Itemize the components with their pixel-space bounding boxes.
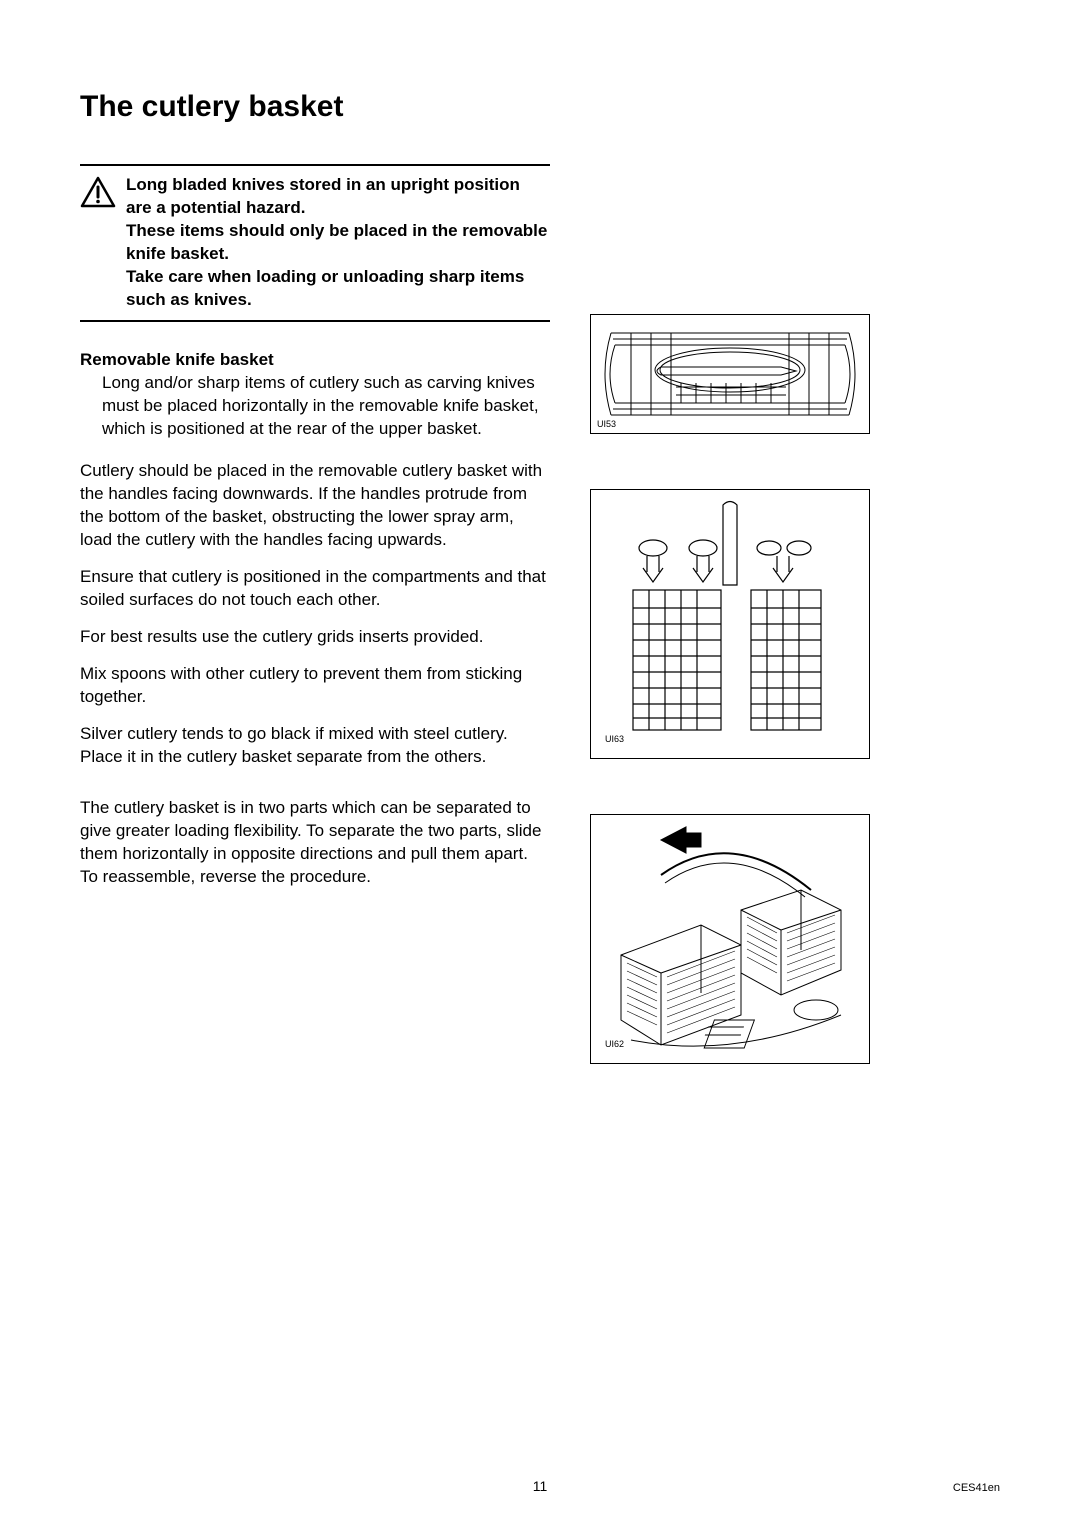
warning-line-3: Take care when loading or unloading shar… xyxy=(126,267,524,309)
subheading-removable-knife-basket: Removable knife basket xyxy=(80,350,550,370)
two-column-layout: Long bladed knives stored in an upright … xyxy=(80,164,1000,1064)
paragraph-2: Ensure that cutlery is positioned in the… xyxy=(80,566,550,612)
figure-cutlery-grid: UI63 xyxy=(590,489,870,759)
right-column: UI53 xyxy=(590,164,1000,1064)
page: The cutlery basket Long bladed knives st… xyxy=(0,0,1080,1526)
paragraph-1: Cutlery should be placed in the removabl… xyxy=(80,460,550,552)
warning-text: Long bladed knives stored in an upright … xyxy=(126,174,550,312)
page-title: The cutlery basket xyxy=(80,90,1000,124)
figure-label-2: UI63 xyxy=(605,734,624,744)
paragraph-6: The cutlery basket is in two parts which… xyxy=(80,797,550,889)
indented-paragraph: Long and/or sharp items of cutlery such … xyxy=(80,372,550,441)
page-number: 11 xyxy=(533,1478,548,1494)
warning-box: Long bladed knives stored in an upright … xyxy=(80,164,550,322)
figure-label-1: UI53 xyxy=(597,419,616,429)
warning-line-2: These items should only be placed in the… xyxy=(126,221,547,263)
warning-line-1: Long bladed knives stored in an upright … xyxy=(126,175,520,217)
figure-knife-basket: UI53 xyxy=(590,314,870,434)
left-column: Long bladed knives stored in an upright … xyxy=(80,164,550,1064)
paragraph-5: Silver cutlery tends to go black if mixe… xyxy=(80,723,550,769)
warning-icon xyxy=(80,174,116,213)
paragraph-4: Mix spoons with other cutlery to prevent… xyxy=(80,663,550,709)
figure-basket-separate: UI62 xyxy=(590,814,870,1064)
figure-label-3: UI62 xyxy=(605,1039,624,1049)
document-code: CES41en xyxy=(953,1482,1000,1494)
paragraph-3: For best results use the cutlery grids i… xyxy=(80,626,550,649)
